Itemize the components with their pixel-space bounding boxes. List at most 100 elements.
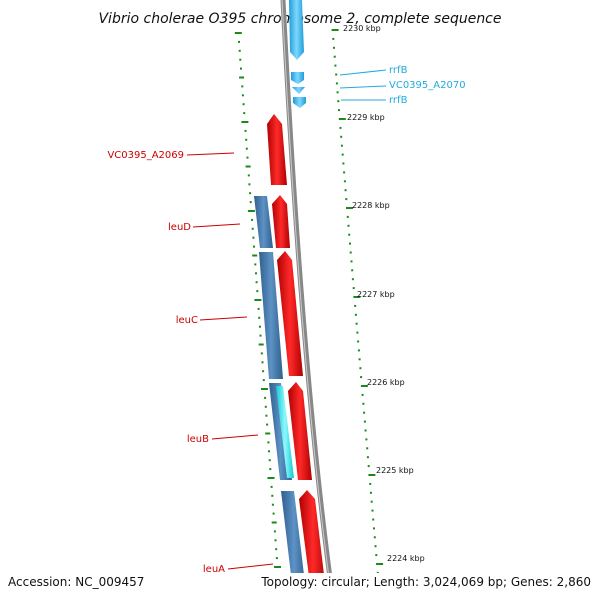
inner-tick	[364, 429, 367, 432]
outer-tick	[241, 94, 244, 97]
gene-label-vc0395-a2069[interactable]: VC0395_A2069	[107, 150, 184, 161]
outer-tick	[267, 477, 275, 479]
gene-rrfb-1[interactable]	[291, 72, 304, 84]
inner-tick	[346, 207, 353, 209]
inner-tick	[351, 269, 354, 272]
gene-label-rrfb-1[interactable]: rrfB	[389, 65, 408, 76]
outer-tick	[243, 112, 246, 115]
inner-tick	[334, 64, 337, 67]
gene-rrfb-2[interactable]	[293, 97, 306, 108]
cds-block-leud[interactable]	[254, 196, 273, 248]
outer-tick	[261, 361, 264, 364]
outer-tick	[265, 414, 268, 417]
inner-tick	[373, 536, 376, 539]
gene-vc0395-a2070-top[interactable]	[289, 0, 304, 60]
leader-line-right	[339, 69, 387, 76]
outer-tick	[254, 299, 262, 301]
outer-tick	[264, 396, 267, 399]
inner-tick	[351, 278, 354, 281]
inner-tick	[360, 385, 368, 387]
outer-tick	[241, 121, 249, 123]
outer-tick	[274, 539, 277, 542]
inner-tick	[370, 500, 373, 503]
tick-label-2230: 2230 kbp	[343, 24, 381, 33]
accession-text: Accession: NC_009457	[8, 575, 144, 589]
cds-block-leua[interactable]	[281, 491, 307, 600]
outer-tick	[268, 459, 271, 462]
outer-tick	[269, 468, 272, 471]
cds-highlight-leub[interactable]	[276, 386, 294, 478]
inner-tick	[372, 518, 375, 521]
leader-line-left	[199, 316, 248, 321]
gene-leuc[interactable]	[277, 251, 303, 376]
inner-tick	[346, 215, 349, 218]
outer-tick-marks	[234, 32, 281, 577]
inner-tick	[362, 402, 365, 405]
outer-tick	[257, 307, 260, 310]
outer-tick	[271, 503, 274, 506]
inner-tick	[376, 563, 384, 565]
inner-tick	[331, 29, 339, 31]
footer-background	[0, 573, 600, 600]
gene-label-leua[interactable]: leuA	[203, 564, 225, 575]
gene-vc0395-a2069[interactable]	[267, 114, 287, 185]
inner-tick	[360, 376, 363, 379]
gene-label-leud[interactable]: leuD	[168, 222, 191, 233]
gene-label-leuc[interactable]: leuC	[176, 315, 198, 326]
topology-text: Topology: circular; Length: 3,024,069 bp…	[260, 575, 591, 589]
inner-tick	[366, 447, 369, 450]
inner-tick	[365, 438, 368, 441]
outer-tick	[251, 218, 254, 221]
inner-tick	[348, 233, 351, 236]
cds-block-leuc[interactable]	[259, 252, 283, 379]
outer-tick	[248, 183, 251, 186]
outer-tick	[255, 281, 258, 284]
inner-tick	[369, 482, 372, 485]
inner-tick	[354, 313, 357, 316]
gene-label-vc0395-a2070[interactable]: VC0395_A2070	[389, 80, 466, 91]
outer-tick	[251, 227, 254, 230]
outer-tick	[234, 32, 242, 34]
inner-tick	[338, 118, 346, 120]
outer-tick	[255, 272, 257, 275]
outer-tick	[242, 103, 245, 106]
inner-tick	[338, 109, 340, 112]
inner-tick	[373, 527, 375, 530]
outer-tick	[270, 485, 273, 488]
inner-tick	[341, 153, 344, 156]
outer-tick	[267, 441, 270, 444]
outer-tick	[246, 156, 249, 159]
leader-line-left	[186, 152, 235, 156]
gene-vc0395-a2070[interactable]	[292, 87, 305, 94]
gene-leub[interactable]	[288, 382, 312, 480]
gene-leua[interactable]	[299, 490, 327, 600]
outer-tick	[252, 236, 255, 239]
tick-label-2228: 2228 kbp	[352, 201, 390, 210]
inner-tick	[375, 554, 378, 557]
inner-tick	[354, 304, 357, 307]
outer-tick	[239, 76, 245, 79]
outer-tick	[259, 334, 262, 337]
outer-tick	[265, 432, 271, 435]
outer-tick	[249, 201, 252, 204]
outer-tick	[249, 192, 252, 195]
inner-tick	[333, 46, 335, 49]
outer-tick	[245, 138, 248, 141]
gene-label-rrfb-2[interactable]: rrfB	[389, 95, 408, 106]
outer-tick	[271, 521, 277, 524]
inner-tick	[350, 260, 353, 263]
backbone-line	[280, 0, 336, 600]
leader-line-left	[227, 563, 274, 570]
gene-leud[interactable]	[272, 195, 290, 248]
outer-tick	[245, 147, 248, 150]
gene-label-leub[interactable]: leuB	[187, 434, 209, 445]
outer-tick	[239, 58, 242, 61]
outer-tick	[275, 557, 278, 560]
outer-tick	[258, 316, 261, 319]
leader-line-right	[339, 85, 387, 89]
inner-tick	[359, 367, 362, 370]
inner-tick	[367, 465, 370, 468]
inner-tick	[340, 144, 343, 147]
inner-tick	[357, 340, 360, 343]
